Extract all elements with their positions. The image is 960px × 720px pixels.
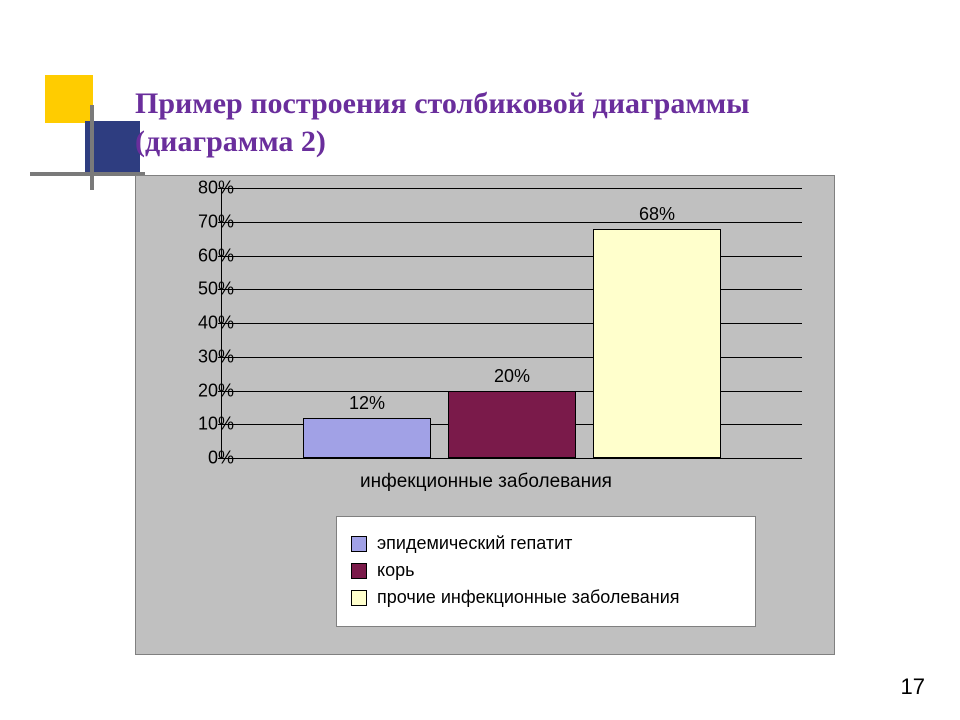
horizontal-line-icon	[30, 172, 145, 176]
chart-plot-area: 12% 20% 68%	[221, 188, 802, 459]
y-tick-label: 70%	[174, 211, 234, 232]
title-line-1: Пример построения столбиковой диаграммы	[135, 85, 895, 123]
legend-label: корь	[377, 560, 414, 581]
gridline	[222, 188, 802, 189]
legend-swatch-icon	[351, 563, 367, 579]
y-tick-label: 80%	[174, 178, 234, 199]
y-tick-label: 0%	[174, 448, 234, 469]
bar-2	[593, 229, 721, 459]
bar-label-2: 68%	[597, 204, 717, 225]
x-axis-label: инфекционные заболевания	[136, 471, 836, 493]
bar-0	[303, 418, 431, 459]
y-tick-label: 10%	[174, 414, 234, 435]
page-number: 17	[901, 674, 925, 700]
bar-label-1: 20%	[452, 366, 572, 387]
y-tick-label: 30%	[174, 346, 234, 367]
legend-label: прочие инфекционные заболевания	[377, 587, 680, 608]
legend-item-1: корь	[351, 560, 741, 581]
legend-item-2: прочие инфекционные заболевания	[351, 587, 741, 608]
yellow-square-icon	[45, 75, 93, 123]
navy-square-icon	[85, 121, 140, 176]
title-line-2: (диаграмма 2)	[135, 123, 895, 161]
corner-decoration	[30, 75, 140, 195]
bar-label-0: 12%	[307, 393, 427, 414]
y-tick-label: 20%	[174, 380, 234, 401]
chart-legend: эпидемический гепатит корь прочие инфекцио…	[336, 516, 756, 627]
bar-1	[448, 391, 576, 459]
legend-item-0: эпидемический гепатит	[351, 533, 741, 554]
legend-swatch-icon	[351, 536, 367, 552]
y-tick-label: 50%	[174, 279, 234, 300]
slide-title: Пример построения столбиковой диаграммы …	[135, 85, 895, 160]
y-tick-label: 40%	[174, 313, 234, 334]
chart-container: 12% 20% 68% инфекционные заболевания эпиде…	[135, 175, 835, 655]
slide: Пример построения столбиковой диаграммы …	[0, 0, 960, 720]
legend-swatch-icon	[351, 590, 367, 606]
legend-label: эпидемический гепатит	[377, 533, 572, 554]
y-tick-label: 60%	[174, 245, 234, 266]
vertical-line-icon	[90, 105, 94, 190]
